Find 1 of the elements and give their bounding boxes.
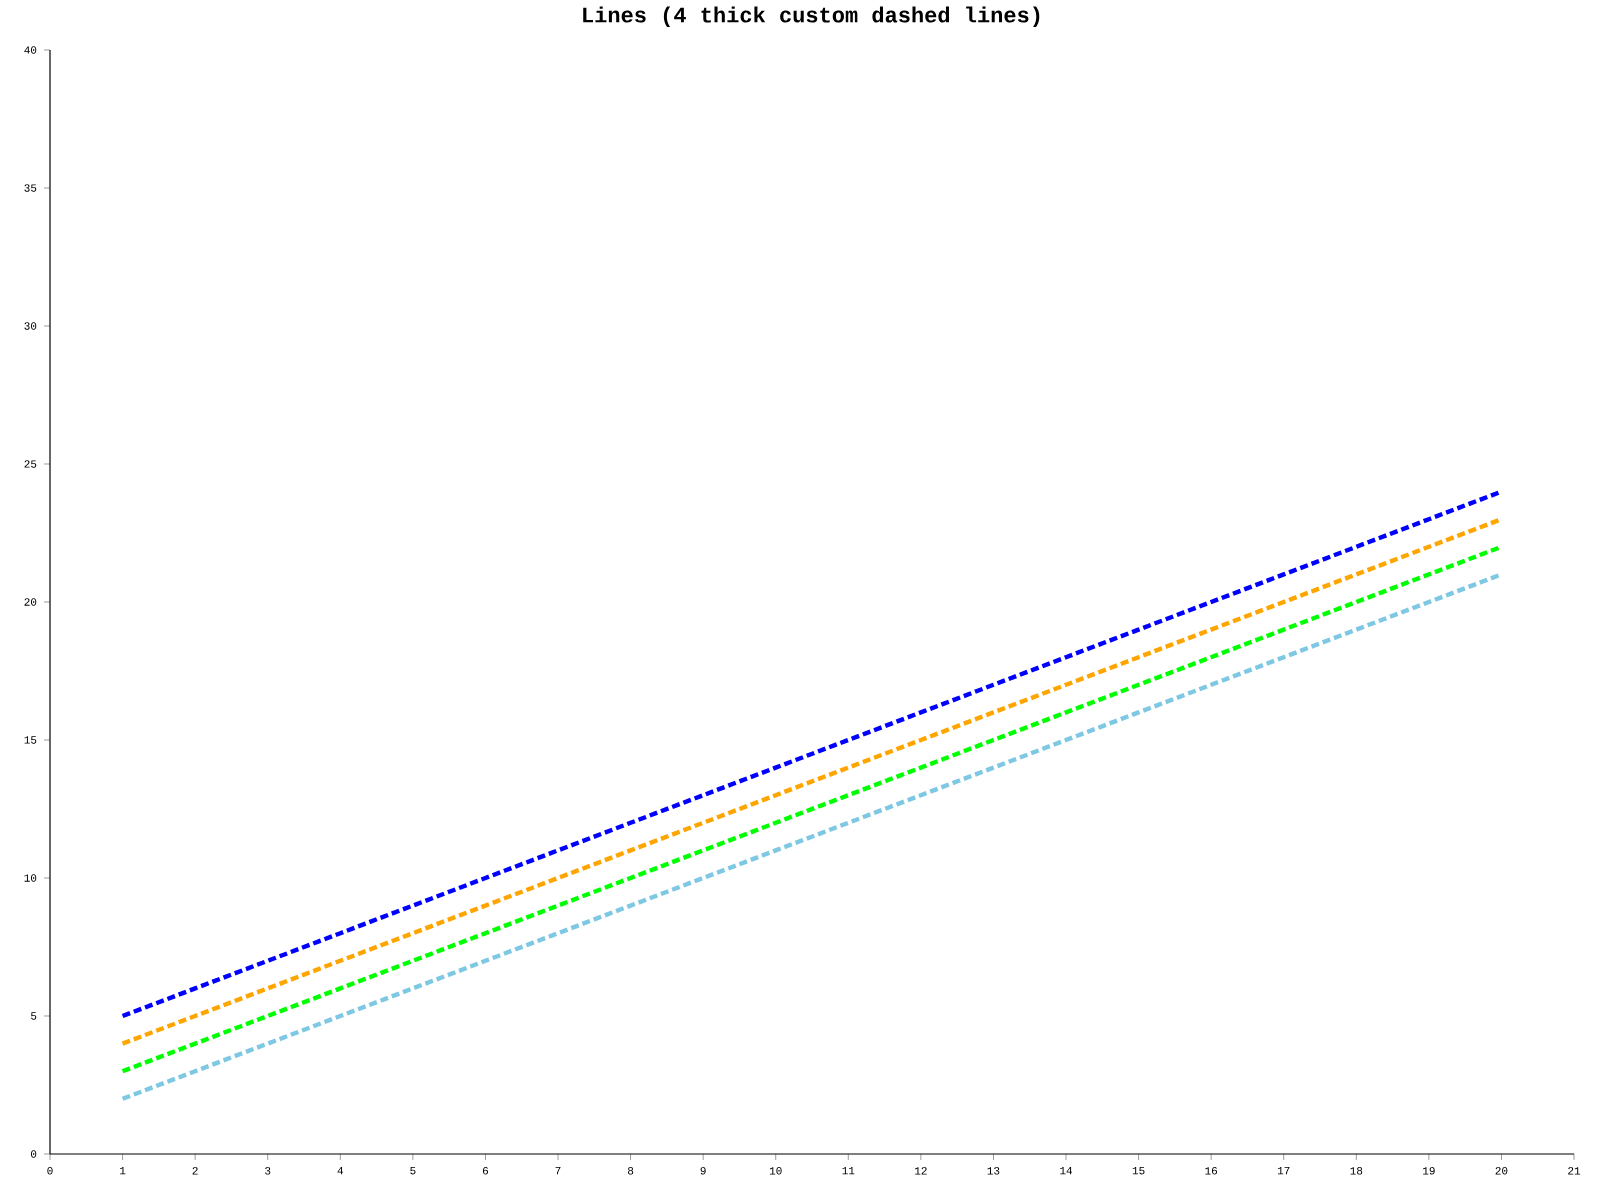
chart-title: Lines (4 thick custom dashed lines) — [583, 6, 1040, 27]
